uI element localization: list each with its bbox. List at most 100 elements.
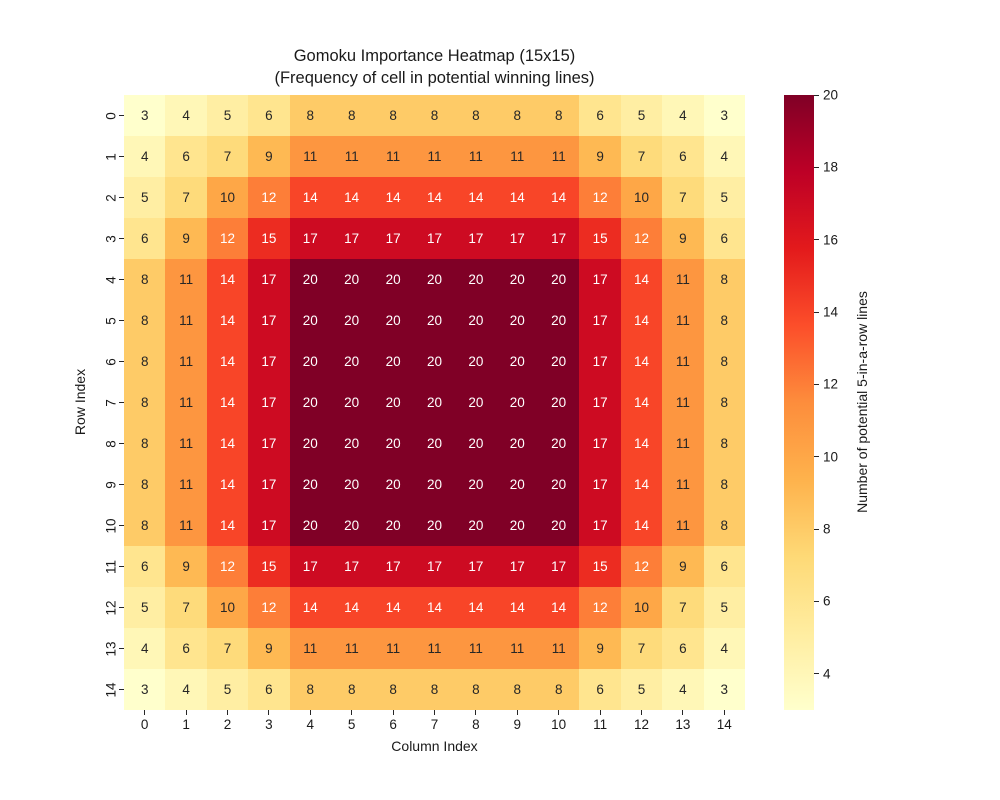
heatmap-cell-r14c2: 5: [206, 669, 249, 710]
heatmap-cell-r4c12: 14: [620, 259, 663, 300]
heatmap-cell-r14c1: 4: [165, 669, 207, 710]
heatmap-cell-r12c8: 14: [455, 587, 497, 628]
heatmap-cell-r2c0: 5: [124, 177, 166, 218]
heatmap-cell-r4c13: 11: [662, 259, 704, 300]
heatmap-cell-r9c14: 8: [703, 464, 745, 505]
heatmap-cell-r8c6: 20: [372, 423, 414, 464]
heatmap-cell-r7c4: 20: [289, 382, 331, 423]
heatmap-cell-r3c6: 17: [372, 218, 414, 259]
heatmap-cell-r12c6: 14: [372, 587, 414, 628]
x-tick-mark: [682, 710, 684, 715]
heatmap-cell-r7c11: 17: [579, 382, 621, 423]
heatmap-cell-r12c11: 12: [579, 587, 621, 628]
heatmap-cell-r9c13: 11: [662, 464, 704, 505]
heatmap-cell-r5c4: 20: [289, 300, 331, 341]
heatmap-cell-r0c4: 8: [289, 95, 331, 136]
heatmap-cell-r11c12: 12: [620, 546, 663, 587]
heatmap-cell-r11c13: 9: [662, 546, 704, 587]
y-tick-mark: [119, 238, 124, 239]
heatmap-cell-r5c6: 20: [372, 300, 414, 341]
heatmap-cell-r6c13: 11: [662, 341, 704, 382]
heatmap-cell-r0c11: 6: [579, 95, 621, 136]
heatmap-cell-r5c5: 20: [331, 300, 373, 341]
colorbar: [784, 95, 814, 710]
heatmap-cell-r1c8: 11: [455, 136, 497, 177]
y-tick-mark: [119, 566, 124, 567]
heatmap-cell-r14c0: 3: [124, 669, 166, 710]
heatmap-cell-r6c5: 20: [331, 341, 373, 382]
heatmap-cell-r10c1: 11: [165, 505, 207, 546]
heatmap-cell-r10c8: 20: [455, 505, 497, 546]
heatmap-cell-r3c9: 17: [496, 218, 538, 259]
heatmap-cell-r14c3: 6: [248, 669, 290, 710]
heatmap-cell-r0c9: 8: [496, 95, 538, 136]
heatmap-cell-r4c2: 14: [206, 259, 249, 300]
heatmap-cell-r2c14: 5: [703, 177, 745, 218]
heatmap-cell-r11c14: 6: [703, 546, 745, 587]
heatmap-cell-r3c11: 15: [579, 218, 621, 259]
heatmap-cell-r10c11: 17: [579, 505, 621, 546]
x-tick-mark: [351, 710, 353, 715]
heatmap-cell-r11c8: 17: [455, 546, 497, 587]
heatmap-cell-r5c8: 20: [455, 300, 497, 341]
x-tick-mark: [641, 710, 642, 715]
y-tick-mark: [119, 443, 124, 444]
heatmap-cell-r9c8: 20: [455, 464, 497, 505]
heatmap-cell-r0c8: 8: [455, 95, 497, 136]
y-tick-label: 8: [103, 439, 119, 448]
heatmap-cell-r2c11: 12: [579, 177, 621, 218]
heatmap-cell-r5c11: 17: [579, 300, 621, 341]
heatmap-cell-r5c13: 11: [662, 300, 704, 341]
heatmap-cell-r12c3: 12: [248, 587, 290, 628]
y-tick-label: 9: [103, 480, 119, 489]
heatmap-cell-r5c3: 17: [248, 300, 290, 341]
heatmap-cell-r8c1: 11: [165, 423, 207, 464]
heatmap-cell-r5c0: 8: [124, 300, 166, 341]
chart-subtitle: (Frequency of cell in potential winning …: [274, 68, 595, 87]
y-tick-mark: [119, 361, 124, 362]
heatmap-cell-r12c0: 5: [124, 587, 166, 628]
x-tick-mark: [475, 710, 477, 715]
heatmap-cell-r5c9: 20: [496, 300, 538, 341]
heatmap-cell-r13c13: 6: [662, 628, 704, 669]
heatmap-cell-r9c1: 11: [165, 464, 207, 505]
colorbar-tick-label: 10: [823, 449, 839, 465]
heatmap-cell-r7c3: 17: [248, 382, 290, 423]
x-tick-mark: [309, 710, 311, 715]
heatmap-cell-r13c5: 11: [331, 628, 373, 669]
colorbar-tick-mark: [814, 239, 819, 241]
heatmap-cell-r0c3: 6: [248, 95, 290, 136]
heatmap-cell-r0c5: 8: [331, 95, 373, 136]
heatmap-cell-r9c12: 14: [620, 464, 663, 505]
heatmap-cell-r11c6: 17: [372, 546, 414, 587]
y-tick-mark: [119, 525, 124, 526]
heatmap-cell-r2c2: 10: [206, 177, 249, 218]
heatmap-cell-r7c0: 8: [124, 382, 166, 423]
heatmap-cell-r14c9: 8: [496, 669, 538, 710]
heatmap-cell-r13c2: 7: [206, 628, 249, 669]
heatmap-cell-r6c11: 17: [579, 341, 621, 382]
heatmap-cell-r11c4: 17: [289, 546, 331, 587]
heatmap-cell-r12c7: 14: [413, 587, 456, 628]
heatmap-cell-r4c11: 17: [579, 259, 621, 300]
heatmap-cell-r4c10: 20: [538, 259, 580, 300]
heatmap-cell-r1c5: 11: [331, 136, 373, 177]
heatmap-cell-r11c11: 15: [579, 546, 621, 587]
x-tick-label: 9: [513, 717, 522, 732]
colorbar-tick-label: 8: [823, 521, 831, 537]
heatmap-cell-r1c12: 7: [620, 136, 663, 177]
chart-title: Gomoku Importance Heatmap (15x15): [293, 47, 576, 65]
y-tick-mark: [119, 484, 124, 485]
x-tick-label: 3: [265, 717, 273, 732]
heatmap-cell-r3c12: 12: [620, 218, 663, 259]
heatmap-cell-r11c7: 17: [413, 546, 456, 587]
y-tick-mark: [119, 320, 124, 321]
heatmap-cell-r13c14: 4: [703, 628, 745, 669]
heatmap-cell-r12c14: 5: [703, 587, 745, 628]
heatmap-cell-r0c10: 8: [538, 95, 580, 136]
x-tick-label: 14: [716, 717, 732, 732]
heatmap-cell-r4c3: 17: [248, 259, 290, 300]
heatmap-cell-r6c1: 11: [165, 341, 207, 382]
y-tick-label: 10: [103, 517, 119, 534]
heatmap-cell-r3c5: 17: [331, 218, 373, 259]
